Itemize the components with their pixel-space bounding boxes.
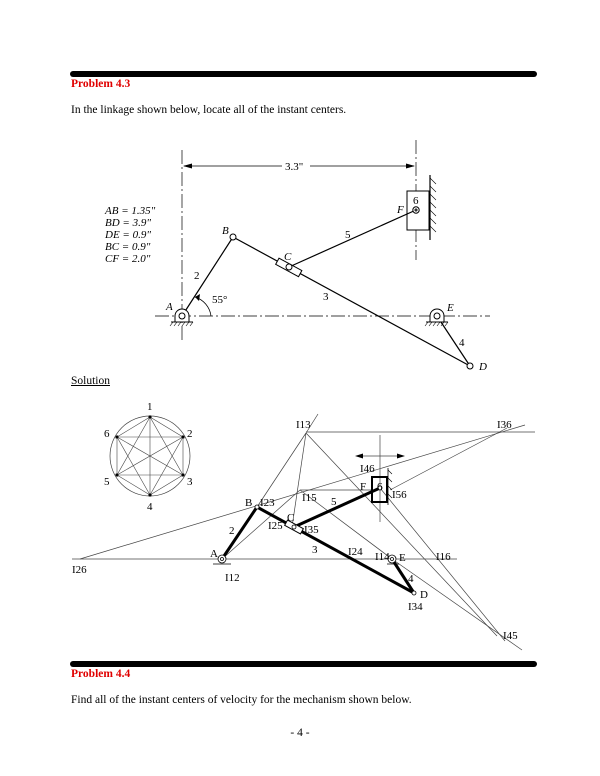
problem-4-4-statement: Find all of the instant centers of veloc… — [71, 694, 412, 706]
circle-diagram-line — [116, 436, 151, 496]
svg-text:E: E — [446, 302, 454, 314]
svg-text:BC = 0.9": BC = 0.9" — [105, 241, 151, 253]
svg-text:I23: I23 — [260, 497, 275, 509]
svg-text:I26: I26 — [72, 564, 87, 576]
dimension-line: 3.3" — [183, 160, 415, 173]
svg-text:CF = 2.0": CF = 2.0" — [105, 253, 151, 265]
svg-text:A: A — [165, 301, 173, 313]
svg-text:F: F — [360, 481, 366, 493]
circle-diagram-line — [116, 416, 151, 476]
svg-text:B: B — [222, 225, 229, 237]
link-2 — [220, 506, 259, 560]
circle-diagram-line — [116, 416, 151, 438]
solution-heading: Solution — [71, 375, 110, 387]
problem-4-3-title: Problem 4.3 — [71, 78, 131, 90]
svg-text:5: 5 — [104, 476, 110, 488]
construction-lines — [72, 413, 535, 651]
svg-text:6: 6 — [377, 481, 383, 493]
svg-text:I13: I13 — [296, 419, 311, 431]
svg-text:E: E — [399, 552, 406, 564]
svg-text:2: 2 — [187, 428, 193, 440]
svg-text:2: 2 — [194, 270, 200, 282]
link-5 — [293, 486, 381, 529]
svg-text:3: 3 — [312, 544, 318, 556]
pivots — [213, 554, 399, 565]
svg-text:F: F — [396, 204, 404, 216]
link-4 — [390, 558, 416, 594]
arrow-left-icon — [355, 453, 363, 459]
link-5 — [288, 209, 417, 268]
circle-diagram-line — [149, 474, 184, 496]
svg-text:I36: I36 — [497, 419, 512, 431]
circle-diagram-node — [181, 435, 185, 439]
problem-4-4-title: Problem 4.4 — [71, 668, 131, 680]
circle-diagram-node — [148, 493, 152, 497]
svg-text:4: 4 — [408, 573, 414, 585]
svg-text:A: A — [210, 548, 218, 560]
circle-diagram-node — [115, 435, 119, 439]
svg-text:I12: I12 — [225, 572, 240, 584]
svg-text:I15: I15 — [302, 492, 317, 504]
svg-text:I16: I16 — [436, 551, 451, 563]
svg-text:I25: I25 — [268, 520, 283, 532]
svg-text:3: 3 — [187, 476, 193, 488]
svg-text:B: B — [245, 497, 252, 509]
svg-text:4: 4 — [459, 337, 465, 349]
svg-text:I46: I46 — [360, 463, 375, 475]
svg-text:4: 4 — [147, 501, 153, 513]
circle-diagram-line — [149, 416, 184, 476]
svg-text:D: D — [478, 361, 487, 373]
svg-text:DE = 0.9": DE = 0.9" — [104, 229, 151, 241]
length-list: AB = 1.35" BD = 3.9" DE = 0.9" BC = 0.9"… — [104, 205, 156, 265]
problem-4-3-statement: In the linkage shown below, locate all o… — [71, 104, 347, 116]
svg-text:1: 1 — [147, 401, 153, 413]
svg-text:I34: I34 — [408, 601, 423, 613]
svg-text:I14: I14 — [375, 551, 390, 563]
circle-diagram: 1 2 3 4 5 6 — [104, 401, 193, 513]
circle-diagram-node — [115, 473, 119, 477]
joints — [178, 206, 474, 370]
svg-text:2: 2 — [229, 525, 235, 537]
slider-block-6 — [371, 476, 388, 503]
link-3 — [256, 505, 415, 595]
page-number: - 4 - — [290, 727, 310, 739]
svg-text:3: 3 — [323, 291, 329, 303]
svg-text:I24: I24 — [348, 546, 363, 558]
svg-text:5: 5 — [331, 496, 337, 508]
circle-diagram-node — [181, 473, 185, 477]
svg-text:6: 6 — [104, 428, 110, 440]
svg-text:6: 6 — [413, 195, 419, 207]
dimension-label: 3.3" — [285, 161, 303, 173]
solution-labels: A B C D E F 2 3 4 5 6 I12 I13 I14 I15 I1… — [72, 419, 518, 642]
svg-text:5: 5 — [345, 229, 351, 241]
circle-diagram-line — [149, 416, 184, 438]
svg-text:BD = 3.9": BD = 3.9" — [105, 217, 151, 229]
arrow-right-icon — [397, 453, 405, 459]
circle-diagram-node — [148, 415, 152, 419]
svg-text:C: C — [284, 251, 292, 263]
svg-text:D: D — [420, 589, 428, 601]
svg-text:I45: I45 — [503, 630, 518, 642]
svg-text:I56: I56 — [392, 489, 407, 501]
svg-text:AB = 1.35": AB = 1.35" — [104, 205, 156, 217]
svg-text:I35: I35 — [304, 524, 319, 536]
angle-label: 55° — [212, 294, 227, 306]
top-rule — [70, 71, 537, 77]
link-2 — [181, 236, 234, 317]
point-labels: A B C D E F 2 3 4 5 6 — [165, 195, 487, 373]
circle-diagram-line — [149, 436, 184, 496]
circle-diagram-line — [116, 436, 184, 476]
circle-diagram-line — [116, 474, 151, 496]
svg-text:C: C — [287, 512, 294, 524]
middle-rule — [70, 661, 537, 667]
wall-ground — [429, 175, 437, 240]
link-3 — [232, 236, 471, 367]
